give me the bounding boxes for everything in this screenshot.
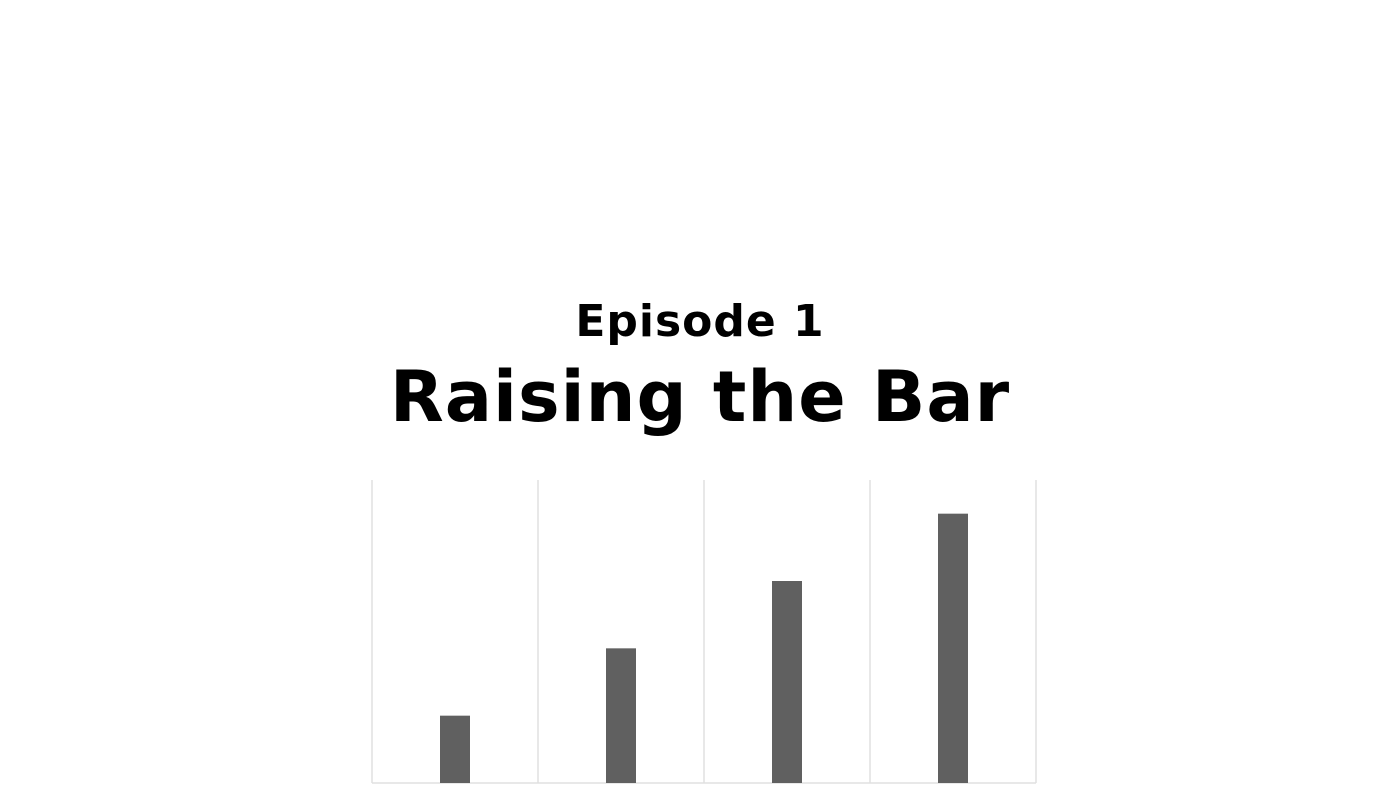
- chart-grid: [371, 480, 1037, 784]
- bar: [772, 581, 802, 783]
- slide-title: Raising the Bar: [389, 356, 1011, 438]
- chart-bars: [440, 513, 968, 783]
- bar: [440, 715, 470, 783]
- bar: [606, 648, 636, 783]
- episode-label: Episode 1: [575, 296, 825, 347]
- bar: [938, 513, 968, 783]
